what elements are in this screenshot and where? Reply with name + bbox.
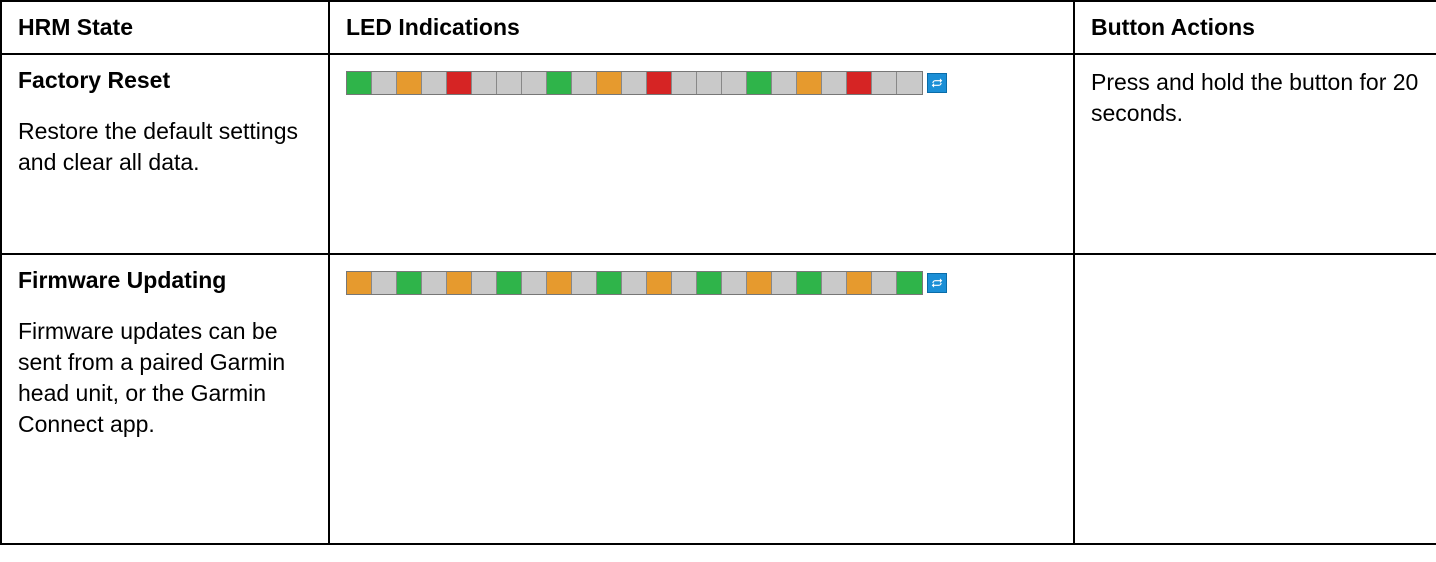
led-segment	[647, 72, 672, 94]
led-segment	[347, 272, 372, 294]
repeat-icon	[927, 73, 947, 93]
action-cell	[1074, 254, 1436, 544]
led-indicator	[346, 71, 1057, 95]
led-cell	[329, 254, 1074, 544]
led-segment	[647, 272, 672, 294]
led-segment	[847, 272, 872, 294]
table-header-row: HRM State LED Indications Button Actions	[1, 1, 1436, 54]
table-body: Factory Reset Restore the default setting…	[1, 54, 1436, 544]
led-segment	[622, 272, 647, 294]
led-segment	[697, 72, 722, 94]
led-segment	[872, 272, 897, 294]
led-segment	[897, 72, 922, 94]
led-segment	[347, 72, 372, 94]
led-segment	[772, 72, 797, 94]
led-segment	[472, 272, 497, 294]
led-segment	[747, 272, 772, 294]
led-segment	[797, 272, 822, 294]
led-segment	[572, 272, 597, 294]
state-description: Restore the default settings and clear a…	[18, 116, 312, 178]
led-strip	[346, 71, 923, 95]
led-segment	[822, 72, 847, 94]
led-segment	[372, 272, 397, 294]
led-segment	[772, 272, 797, 294]
repeat-icon	[927, 273, 947, 293]
led-segment	[397, 72, 422, 94]
action-cell: Press and hold the button for 20 seconds…	[1074, 54, 1436, 254]
led-cell	[329, 54, 1074, 254]
led-segment	[697, 272, 722, 294]
led-segment	[422, 72, 447, 94]
led-segment	[447, 272, 472, 294]
led-segment	[472, 72, 497, 94]
led-segment	[872, 72, 897, 94]
led-strip	[346, 271, 923, 295]
led-segment	[397, 272, 422, 294]
led-segment	[897, 272, 922, 294]
led-segment	[447, 72, 472, 94]
header-state: HRM State	[1, 1, 329, 54]
header-action: Button Actions	[1074, 1, 1436, 54]
led-segment	[597, 272, 622, 294]
led-segment	[722, 272, 747, 294]
led-segment	[747, 72, 772, 94]
hrm-status-table: HRM State LED Indications Button Actions…	[0, 0, 1436, 545]
table-row: Firmware Updating Firmware updates can be…	[1, 254, 1436, 544]
action-text: Press and hold the button for 20 seconds…	[1091, 67, 1420, 129]
led-segment	[622, 72, 647, 94]
led-segment	[597, 72, 622, 94]
led-segment	[722, 72, 747, 94]
led-segment	[847, 72, 872, 94]
led-segment	[422, 272, 447, 294]
led-segment	[497, 272, 522, 294]
led-segment	[522, 272, 547, 294]
state-cell: Firmware Updating Firmware updates can be…	[1, 254, 329, 544]
led-segment	[797, 72, 822, 94]
led-segment	[547, 72, 572, 94]
led-segment	[547, 272, 572, 294]
led-segment	[497, 72, 522, 94]
led-segment	[672, 72, 697, 94]
header-led: LED Indications	[329, 1, 1074, 54]
table-row: Factory Reset Restore the default setting…	[1, 54, 1436, 254]
led-indicator	[346, 271, 1057, 295]
led-segment	[822, 272, 847, 294]
state-title: Factory Reset	[18, 67, 312, 94]
led-segment	[372, 72, 397, 94]
state-cell: Factory Reset Restore the default setting…	[1, 54, 329, 254]
led-segment	[572, 72, 597, 94]
state-description: Firmware updates can be sent from a pair…	[18, 316, 312, 440]
led-segment	[672, 272, 697, 294]
led-segment	[522, 72, 547, 94]
state-title: Firmware Updating	[18, 267, 312, 294]
